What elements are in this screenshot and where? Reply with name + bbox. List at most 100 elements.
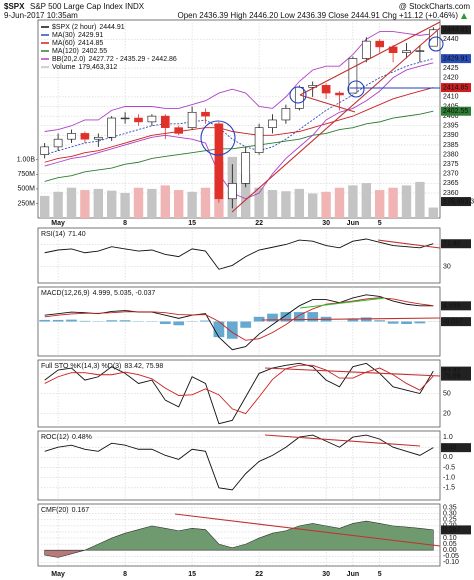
trend-line	[299, 94, 356, 113]
candle-body	[294, 86, 304, 109]
legend-value: 2427.72 - 2435.29 - 2442.86	[88, 56, 176, 63]
legend-value: 2429.91	[78, 32, 103, 39]
volume-bar	[107, 190, 117, 218]
overlay-line	[44, 31, 434, 132]
volume-bar	[174, 190, 184, 218]
histogram-bar	[52, 319, 64, 322]
volume-bar	[147, 188, 157, 218]
value-box-label: 179,463,312	[443, 198, 474, 205]
source: @ StockCharts.com	[399, 2, 471, 11]
index-name: S&P 500 Large Cap Index INDX	[30, 2, 145, 11]
panel-frame	[37, 430, 441, 501]
y-tick-label: 2380	[443, 151, 459, 158]
y-tick-label: 2420	[443, 75, 459, 82]
overlay-line	[44, 110, 434, 182]
candle-body	[120, 117, 130, 120]
highlight-circle	[428, 36, 444, 52]
x-tick-label: 8	[123, 571, 127, 578]
y-tick-label: -0.10	[443, 559, 459, 566]
annotations	[174, 21, 444, 547]
histogram-bar	[200, 320, 211, 322]
x-tick-label: 22	[255, 220, 263, 227]
candle-body	[348, 58, 358, 94]
indicator-line	[44, 297, 434, 341]
histogram-bar	[307, 312, 319, 322]
candle-body	[402, 50, 411, 53]
value-box	[441, 525, 471, 535]
y-tick-label: 2395	[443, 123, 459, 130]
highlight-circle	[289, 86, 307, 104]
y-tick-label: 2390	[443, 132, 459, 139]
candle-body	[375, 40, 385, 48]
y-tick-label: 2370	[443, 171, 459, 178]
candle-body	[201, 111, 210, 117]
histogram-bar	[119, 320, 131, 322]
volume-bar	[334, 187, 345, 218]
x-tick-label: 22	[255, 571, 263, 578]
histogram-bar	[226, 321, 238, 339]
volume-bar	[93, 188, 103, 218]
candle-body	[254, 127, 264, 153]
volume-bar	[361, 183, 371, 218]
candle-body	[335, 92, 344, 96]
indicator-line	[44, 362, 434, 425]
y2-tick-label: 250M	[17, 200, 35, 207]
legend-value: 2402.55	[82, 48, 107, 55]
panel-frame	[37, 503, 441, 567]
y-tick-label: 0.35	[443, 504, 457, 511]
panel-name: ROC(12)	[41, 434, 69, 441]
value-box-label: -0.037	[443, 318, 463, 325]
volume-bar	[187, 191, 197, 218]
candle-body	[227, 183, 237, 200]
panel-title: RSI(14) 71.40	[41, 231, 86, 238]
legend-entry: MA(60) 2414.85	[52, 40, 103, 47]
candle-body	[281, 108, 291, 121]
area	[44, 520, 434, 558]
trend-line	[264, 367, 441, 377]
trend-line	[261, 317, 441, 321]
candle-body	[80, 133, 90, 140]
panel-title: ROC(12) 0.48%	[41, 434, 92, 441]
volume-bar	[375, 190, 385, 218]
candle-body	[67, 133, 76, 140]
value-box-label: 2414.85	[443, 84, 468, 91]
candle-body	[415, 50, 425, 52]
y-tick-label: 20	[443, 410, 451, 417]
y-tick-label: 0.10	[443, 535, 457, 542]
candle-body	[40, 146, 50, 155]
value-box-label: 0.167	[443, 527, 461, 534]
candle-body	[268, 119, 277, 128]
value-box-label: 75.98	[443, 373, 461, 380]
panel-title: CMF(20) 0.167	[41, 507, 89, 514]
panel-name: RSI(14)	[41, 231, 65, 238]
panel-title: MACD(12,26,9) 4.999, 5.035, -0.037	[41, 290, 155, 297]
y-tick-label: 2440	[443, 36, 459, 43]
x-tick-label: Jun	[347, 571, 359, 578]
x-tick-label: 8	[123, 220, 127, 227]
y-tick-label: 0.00	[443, 547, 457, 554]
histogram-bar	[79, 320, 91, 322]
x-tick-label: 5	[378, 220, 382, 227]
value-box	[441, 301, 471, 311]
volume-bar	[428, 207, 438, 218]
y-tick-label: 2425	[443, 65, 459, 72]
volume-bar	[120, 192, 130, 218]
volume-bar	[53, 191, 63, 218]
highlight-circle	[200, 120, 236, 156]
x-tick-label: 15	[188, 571, 196, 578]
volume-bar	[254, 187, 264, 218]
panel-value: 71.40	[68, 231, 86, 238]
legend-entry: MA(30) 2429.91	[52, 32, 103, 39]
date: 9-Jun-2017 10:35am	[4, 11, 78, 20]
trend-line	[299, 21, 441, 96]
panel-name: MACD(12,26,9)	[41, 290, 90, 297]
indicator-line	[44, 364, 434, 415]
y-tick-label: 0.25	[443, 517, 457, 524]
value-box	[441, 239, 471, 249]
volume-bar	[241, 173, 251, 218]
volume-bar	[133, 187, 144, 218]
trend-line	[174, 513, 441, 547]
panel-value: 4.999, 5.035, -0.037	[93, 290, 156, 297]
y-tick-label: 50	[443, 390, 451, 397]
value-box	[441, 83, 471, 93]
